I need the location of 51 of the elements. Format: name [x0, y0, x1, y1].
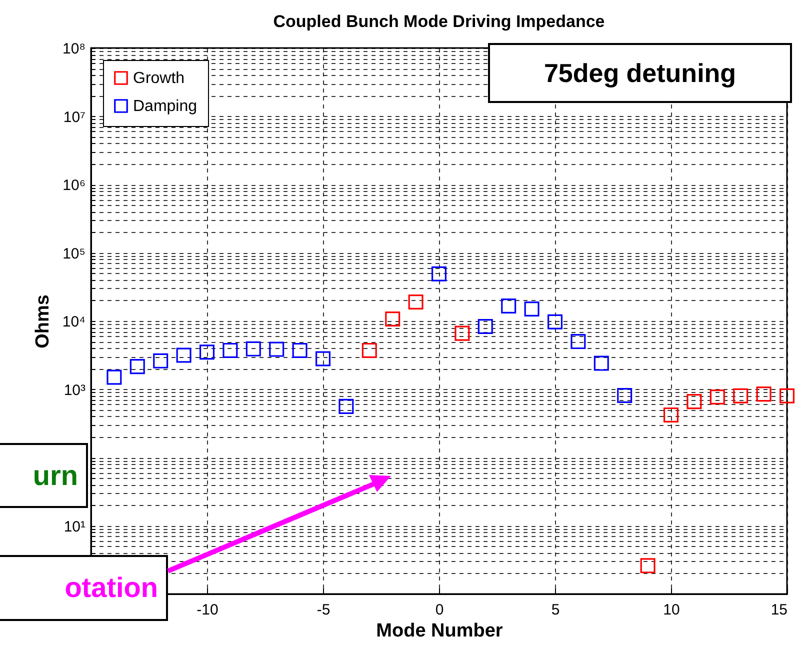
point: [640, 558, 656, 574]
point: [246, 341, 261, 356]
point: [338, 398, 354, 414]
x-axis-title: Mode Number: [376, 620, 504, 642]
label-box: 75deg detuning: [488, 43, 792, 103]
point: [153, 353, 168, 368]
point: [176, 348, 192, 363]
point: [222, 342, 238, 358]
chart-title: Coupled Bunch Mode Driving Impedance: [273, 12, 605, 31]
label-box: otation: [0, 555, 168, 621]
label-box: urn: [0, 443, 88, 508]
x-tick-label: -10: [196, 602, 218, 618]
point: [686, 394, 702, 410]
y-tick-label: 10⁸: [62, 40, 86, 58]
point: [478, 319, 493, 334]
y-axis-title: Ohms: [32, 294, 54, 348]
x-tick-label: 10: [663, 602, 680, 618]
point: [756, 386, 772, 402]
point: [547, 314, 563, 330]
point: [594, 356, 609, 371]
point: [362, 342, 377, 358]
point: [106, 370, 122, 385]
y-tick-label: 10¹: [64, 518, 86, 536]
point: [524, 301, 540, 316]
point: [292, 342, 308, 358]
y-tick-label: 10³: [64, 382, 86, 399]
y-tick-label: 10⁶: [62, 177, 86, 194]
point: [199, 344, 215, 360]
y-tick-label: 10⁴: [62, 314, 86, 330]
point: [617, 388, 632, 404]
y-tick-label: 10⁵: [62, 245, 86, 262]
point: [663, 407, 679, 422]
point: [733, 388, 748, 404]
point: [710, 389, 725, 405]
point: [130, 359, 145, 374]
x-tick-label: 15: [770, 602, 788, 618]
point: [501, 298, 516, 314]
point: [431, 266, 447, 282]
point: [315, 351, 331, 366]
point: [269, 342, 284, 357]
x-tick-label: -5: [316, 602, 330, 618]
point: [779, 388, 795, 404]
x-tick-label: 0: [435, 602, 444, 618]
legend-label: Damping: [133, 98, 198, 115]
legend-label: Growth: [133, 70, 185, 87]
point: [570, 334, 586, 350]
point: [385, 311, 400, 327]
point: [454, 326, 470, 341]
x-tick-label: 5: [551, 602, 560, 618]
y-tick-label: 10⁷: [63, 108, 86, 126]
point: [408, 294, 424, 310]
